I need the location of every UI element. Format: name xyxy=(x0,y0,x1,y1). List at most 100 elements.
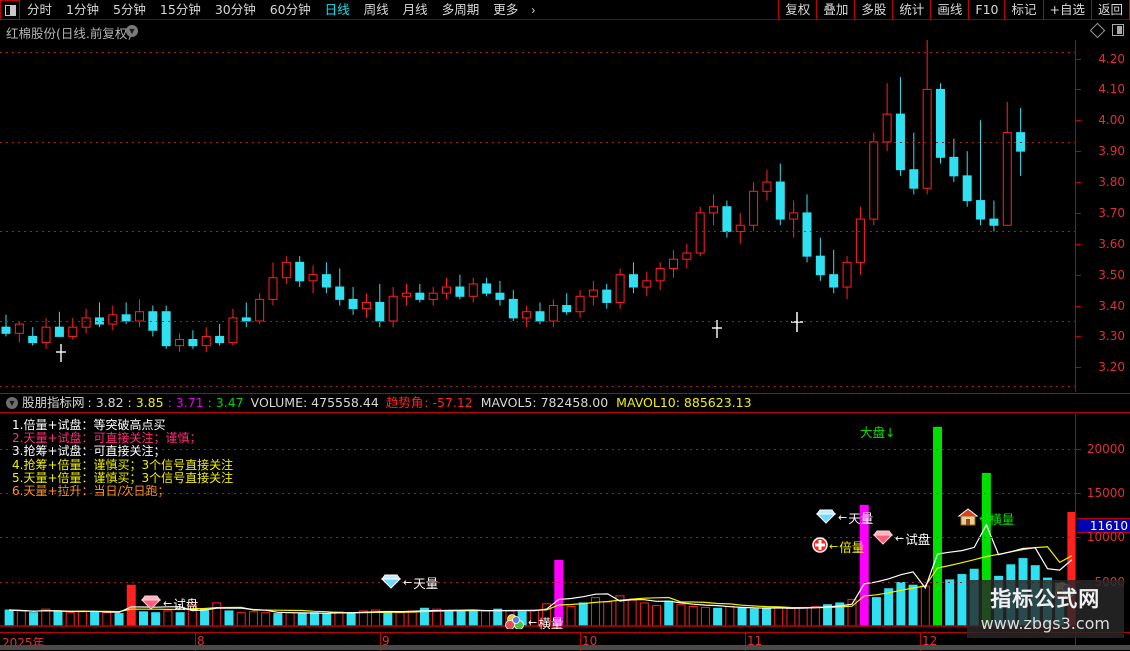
toolbar-button-6[interactable]: 标记 xyxy=(1004,0,1044,20)
volume-bar xyxy=(639,602,649,627)
annotation-label: 试盘 xyxy=(173,597,199,612)
blue-diamond-icon xyxy=(815,508,837,527)
annotation-label: 天量 xyxy=(848,511,874,526)
volume-bar xyxy=(578,602,588,627)
period-tab-7[interactable]: 周线 xyxy=(363,1,389,17)
candle-body xyxy=(175,339,185,347)
toolbar-button-2[interactable]: 多股 xyxy=(854,0,894,20)
volume-bar xyxy=(566,605,576,627)
price-axis-tick-1 xyxy=(1076,89,1081,91)
candle-body xyxy=(949,156,959,177)
price-axis-label-3: 3.90 xyxy=(1098,144,1125,159)
period-tab-6[interactable]: 日线 xyxy=(324,1,350,17)
info-open: : 3.82 xyxy=(87,395,124,410)
toolbar-button-3[interactable]: 统计 xyxy=(892,0,932,20)
indicator-info-bar: ▼ 股朋指标网 : 3.82 : 3.85 : 3.71 : 3.47 VOLU… xyxy=(0,393,1130,413)
candle-body xyxy=(108,314,118,325)
volume-bar xyxy=(126,584,136,627)
price-axis-tick-0 xyxy=(1076,58,1081,60)
period-tab-3[interactable]: 15分钟 xyxy=(159,1,201,17)
volume-axis-label-0: 20000 xyxy=(1086,441,1125,456)
candle-body xyxy=(415,292,425,300)
candle-body xyxy=(14,323,24,334)
volume-bar xyxy=(761,607,771,627)
candle-body xyxy=(268,277,278,300)
candle-body xyxy=(922,88,932,189)
price-axis-label-10: 3.20 xyxy=(1098,360,1125,375)
price-axis-label-5: 3.70 xyxy=(1098,205,1125,220)
chart-annotation-0: 大盘↓ xyxy=(860,422,895,441)
volume-bar xyxy=(65,612,75,627)
volume-bar xyxy=(481,610,491,627)
period-tabs: 分时 1分钟 5分钟 15分钟 30分钟 60分钟 日线 周线 月线 多周期 更多 › xyxy=(0,0,541,20)
date-separator-5 xyxy=(920,633,921,651)
volume-bar xyxy=(688,605,698,627)
candle-body xyxy=(335,286,345,300)
candle-body xyxy=(1002,132,1012,226)
period-tab-8[interactable]: 月线 xyxy=(402,1,428,17)
candle-body xyxy=(588,289,598,297)
candlestick-canvas xyxy=(1,40,1026,362)
price-gridline-1 xyxy=(0,141,1075,143)
volume-bar xyxy=(798,606,808,627)
chart-annotation-4: ← 横量 xyxy=(957,508,1014,529)
date-separator-2 xyxy=(380,633,381,651)
volume-bar xyxy=(138,611,148,627)
signal-legend-line-6: 6.天量+拉升：当日/次日跑； xyxy=(12,484,170,499)
toolbar-button-4[interactable]: 画线 xyxy=(930,0,970,20)
balls-icon xyxy=(505,613,527,632)
period-tab-5[interactable]: 60分钟 xyxy=(269,1,311,17)
volume-bar xyxy=(419,607,429,627)
volume-bar xyxy=(212,602,222,627)
top-toolbar: 分时 1分钟 5分钟 15分钟 30分钟 60分钟 日线 周线 月线 多周期 更多 › 复权 叠加 多股… xyxy=(0,0,1130,20)
price-axis-tick-9 xyxy=(1076,336,1081,338)
price-chart-pane[interactable] xyxy=(0,40,1075,392)
toolbar-button-1[interactable]: 叠加 xyxy=(816,0,856,20)
period-tab-10[interactable]: 更多 xyxy=(493,1,519,17)
blue-diamond-icon xyxy=(380,573,402,592)
toolbar-button-8[interactable]: 返回 xyxy=(1090,0,1130,20)
info-trend-label: 趋势角 xyxy=(385,395,424,410)
diamond-icon[interactable] xyxy=(1089,22,1106,38)
price-axis-tick-2 xyxy=(1076,120,1081,122)
chevron-down-icon[interactable]: ▼ xyxy=(6,397,18,409)
chevron-right-icon[interactable]: › xyxy=(531,2,536,17)
volume-bar xyxy=(346,612,356,627)
chevron-down-icon[interactable]: ▼ xyxy=(126,25,138,37)
date-separator-1 xyxy=(195,633,196,651)
chart-titlebar: 红棉股份(日线.前复权) ▼ xyxy=(0,21,1130,41)
candle-body xyxy=(829,274,839,288)
annotation-arrow-icon: ← xyxy=(838,511,848,524)
toolbar-button-7[interactable]: +自选 xyxy=(1042,0,1092,20)
toolbar-button-0[interactable]: 复权 xyxy=(778,0,818,20)
volume-bar xyxy=(493,608,503,627)
volume-bar xyxy=(4,609,14,627)
price-axis-label-4: 3.80 xyxy=(1098,175,1125,190)
signal-legend-line-5: 5.天量+倍量：谨慎买；3个信号直接关注 xyxy=(12,470,234,485)
period-tab-0[interactable]: 分时 xyxy=(27,1,53,17)
volume-bar xyxy=(261,612,271,627)
volume-bar xyxy=(444,610,454,627)
layout-icon[interactable] xyxy=(0,0,20,20)
panel-icon[interactable] xyxy=(1112,24,1124,36)
volume-bar xyxy=(908,584,918,627)
period-tab-4[interactable]: 30分钟 xyxy=(214,1,256,17)
candle-body xyxy=(495,292,505,300)
house-icon xyxy=(957,508,979,529)
info-close: : 3.47 xyxy=(207,395,244,410)
period-tab-9[interactable]: 多周期 xyxy=(441,1,480,17)
signal-legend: 1.倍量+试盘：等突破高点买 2.天量+试盘：可直接关注；谨慎； 3.抢筹+试盘：可… xyxy=(12,418,234,499)
annotation-arrow-icon: ← xyxy=(528,616,538,629)
volume-bar xyxy=(847,598,857,627)
volume-bar xyxy=(896,582,906,627)
annotation-label: 天量 xyxy=(413,576,439,591)
volume-bar xyxy=(407,610,417,627)
chart-annotation-6: ← 天量 xyxy=(380,573,438,592)
period-tab-2[interactable]: 5分钟 xyxy=(112,1,146,17)
volume-bar xyxy=(102,612,112,627)
toolbar-button-5[interactable]: F10 xyxy=(968,0,1006,20)
volume-bar xyxy=(310,612,320,627)
volume-gridline-2 xyxy=(0,537,1075,539)
period-tab-1[interactable]: 1分钟 xyxy=(66,1,99,17)
info-mavol5: MAVOL5: 782458.00 xyxy=(480,395,609,410)
